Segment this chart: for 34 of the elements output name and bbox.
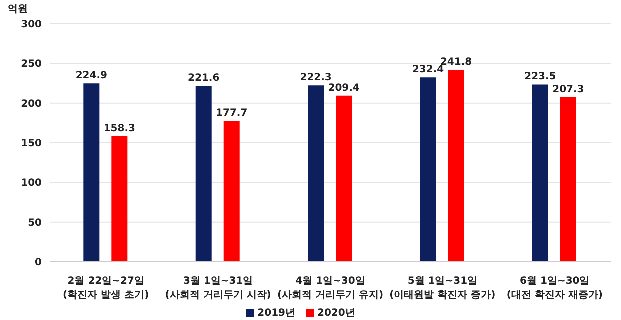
bar [196,86,212,262]
x-tick-label: 2월 22일~27일 (확진자 발생 초기) [63,276,150,301]
data-label: 207.3 [552,84,584,96]
data-label: 221.6 [188,73,220,84]
y-tick-label: 250 [21,59,42,70]
x-tick-label: 4월 1일~30일 (사회적 거리두기 유지) [277,276,384,301]
data-label: 209.4 [328,82,360,94]
data-label: 223.5 [524,72,556,83]
data-label: 177.7 [216,108,248,120]
data-label: 222.3 [300,72,332,84]
y-axis-title: 억원 [8,3,28,16]
bar [112,136,128,262]
data-label: 158.3 [104,123,136,134]
y-tick-label: 200 [21,98,42,110]
bar [224,121,240,262]
x-tick-label: 5월 1일~31일 (이태원발 확진자 증가) [390,276,496,301]
data-label: 232.4 [412,64,444,76]
y-tick-label: 100 [21,178,42,190]
bar [336,96,352,262]
data-label: 224.9 [76,70,108,82]
bar [420,78,436,262]
x-tick-label: 3월 1일~31일 (사회적 거리두기 시작) [165,276,272,301]
y-tick-label: 0 [35,258,42,269]
y-tick-label: 300 [21,20,42,31]
legend-label: 2020년 [318,308,356,319]
bar [560,98,576,262]
bar [532,84,548,262]
bar [448,70,464,262]
legend-label: 2019년 [258,308,296,319]
x-tick-label: 6월 1일~30일 (대전 확진자 재증가) [506,276,603,301]
bar [308,86,324,262]
y-tick-label: 50 [28,218,42,229]
y-tick-label: 150 [21,138,42,150]
bar [84,84,100,262]
